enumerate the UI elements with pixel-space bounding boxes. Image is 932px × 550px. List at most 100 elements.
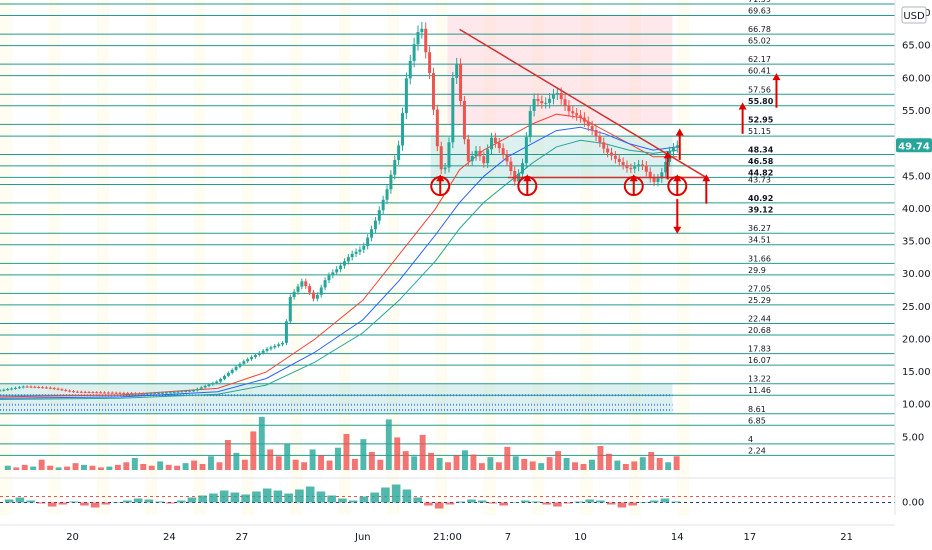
volume-bar xyxy=(148,465,155,470)
osc-bar xyxy=(58,502,68,505)
volume-bar xyxy=(250,431,257,470)
up-arrow-icon[interactable] xyxy=(629,174,638,182)
volume-bar xyxy=(656,458,663,470)
time-tick-label: Jun xyxy=(354,532,371,543)
up-arrow-icon[interactable] xyxy=(772,73,781,81)
candle-body xyxy=(567,105,571,112)
candle-body xyxy=(207,384,211,386)
candle-body xyxy=(296,286,300,292)
time-tick-label: 20 xyxy=(66,532,79,543)
candle-body xyxy=(87,392,91,394)
candle-body xyxy=(571,111,575,114)
osc-bar xyxy=(176,500,186,503)
price-tick-label: 60.00 xyxy=(902,73,931,84)
session-band xyxy=(241,0,254,515)
up-arrow-icon[interactable] xyxy=(436,174,445,182)
price-tick-label: 20.00 xyxy=(902,334,931,345)
up-arrow-icon[interactable] xyxy=(523,174,532,182)
price-axis[interactable]: 70.0065.0060.0055.0050.0045.0040.0035.00… xyxy=(894,0,931,515)
candle-body xyxy=(625,165,629,169)
osc-bar xyxy=(305,486,315,503)
candle-body xyxy=(327,275,331,281)
osc-bar xyxy=(488,502,498,504)
volume-bar xyxy=(343,434,350,470)
candle-body xyxy=(389,174,393,190)
level-label: 2.24 xyxy=(748,446,766,455)
volume-bar xyxy=(13,467,20,470)
candle-body xyxy=(617,158,621,162)
down-arrow-icon[interactable] xyxy=(673,226,682,234)
osc-bar xyxy=(198,495,207,503)
osc-bar xyxy=(209,493,218,503)
candle-body xyxy=(397,145,401,161)
session-band xyxy=(193,0,206,515)
candle-body xyxy=(137,393,141,395)
level-label: 69.63 xyxy=(748,6,771,15)
candle-body xyxy=(230,369,234,373)
candle-body xyxy=(470,156,474,162)
volume-bar xyxy=(114,464,121,470)
candle-body xyxy=(451,77,455,143)
volume-bar xyxy=(673,456,680,470)
volume-bar xyxy=(402,451,409,470)
currency-label[interactable]: USD xyxy=(901,6,927,24)
candle-body xyxy=(621,161,625,166)
volume-bar xyxy=(64,466,71,470)
candle-body xyxy=(428,52,432,74)
trendline[interactable] xyxy=(459,28,707,179)
up-arrow-icon[interactable] xyxy=(702,174,711,182)
osc-bar xyxy=(230,492,240,503)
osc-bar xyxy=(187,497,197,503)
candle-body xyxy=(99,392,103,394)
session-band xyxy=(435,0,448,515)
volume-bar xyxy=(555,451,562,470)
candle-body xyxy=(64,389,68,391)
osc-bar xyxy=(273,490,283,503)
time-axis[interactable]: 20 24 27 Jun 21:00 7 10 14 17 21 xyxy=(0,524,895,543)
volume-bars xyxy=(4,416,680,470)
candle-body xyxy=(277,344,281,346)
session-band xyxy=(48,0,61,515)
osc-bar xyxy=(391,484,401,503)
session-band xyxy=(0,0,13,515)
up-arrow-icon[interactable] xyxy=(738,102,747,110)
candle-body xyxy=(118,392,122,394)
candle-body xyxy=(656,178,660,182)
up-arrow-icon[interactable] xyxy=(663,151,672,159)
volume-bar xyxy=(589,459,595,470)
candle-body xyxy=(602,142,606,149)
current-price-text: 49.74 xyxy=(898,141,930,152)
level-label: 51.15 xyxy=(748,127,771,136)
candle-body xyxy=(439,146,443,170)
osc-bar xyxy=(542,502,551,505)
up-arrow-icon[interactable] xyxy=(673,174,682,182)
annotation-marks[interactable] xyxy=(430,73,781,234)
osc-axis-label: 0.00 xyxy=(902,498,924,509)
level-label: 55.80 xyxy=(748,97,774,106)
level-label: 4 xyxy=(748,435,753,444)
osc-bar xyxy=(219,490,229,503)
candle-body xyxy=(95,392,99,394)
up-arrow-icon[interactable] xyxy=(675,128,684,136)
osc-bar xyxy=(434,502,444,509)
volume-bar xyxy=(208,456,214,470)
candle-body xyxy=(370,229,374,238)
candle-body xyxy=(199,387,203,389)
candle-body xyxy=(250,357,254,360)
candle-body xyxy=(594,130,598,137)
volume-bar xyxy=(301,462,308,470)
candle-body xyxy=(490,137,494,150)
volume-bar xyxy=(224,440,231,470)
candle-body xyxy=(478,150,482,157)
candle-body xyxy=(17,387,21,389)
level-label: 25.29 xyxy=(748,296,771,305)
osc-bar xyxy=(284,493,293,503)
volume-bar xyxy=(563,458,570,470)
volume-bar xyxy=(30,466,37,470)
candle-body xyxy=(284,321,288,343)
osc-bar xyxy=(649,500,659,503)
candle-body xyxy=(13,387,17,389)
osc-bar xyxy=(510,502,519,503)
candle-body xyxy=(21,386,25,388)
